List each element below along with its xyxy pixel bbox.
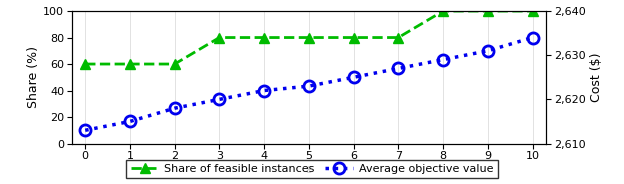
Share of feasible instances [171,63,178,65]
Share of feasible instances [82,63,89,65]
Average objective value [82,129,89,131]
Share of feasible instances [260,36,268,39]
Y-axis label: Cost ($): Cost ($) [590,52,603,102]
Share of feasible instances [484,10,492,12]
Share of feasible instances [350,36,358,39]
Y-axis label: Share (%): Share (%) [27,46,41,108]
Share of feasible instances [305,36,313,39]
Line: Average objective value: Average objective value [80,32,538,136]
Average objective value [305,85,313,87]
Share of feasible instances [216,36,223,39]
Share of feasible instances [439,10,447,12]
Line: Share of feasible instances: Share of feasible instances [80,6,537,69]
Average objective value [350,76,358,78]
Average objective value [171,107,178,109]
Share of feasible instances [394,36,402,39]
Average objective value [126,120,134,123]
Average objective value [260,89,268,92]
X-axis label: $\epsilon$: $\epsilon$ [305,162,313,176]
Share of feasible instances [529,10,536,12]
Average objective value [216,98,223,100]
Average objective value [529,36,536,39]
Legend: Share of feasible instances, Average objective value: Share of feasible instances, Average obj… [126,160,498,178]
Average objective value [394,67,402,70]
Average objective value [439,59,447,61]
Share of feasible instances [126,63,134,65]
Average objective value [484,50,492,52]
